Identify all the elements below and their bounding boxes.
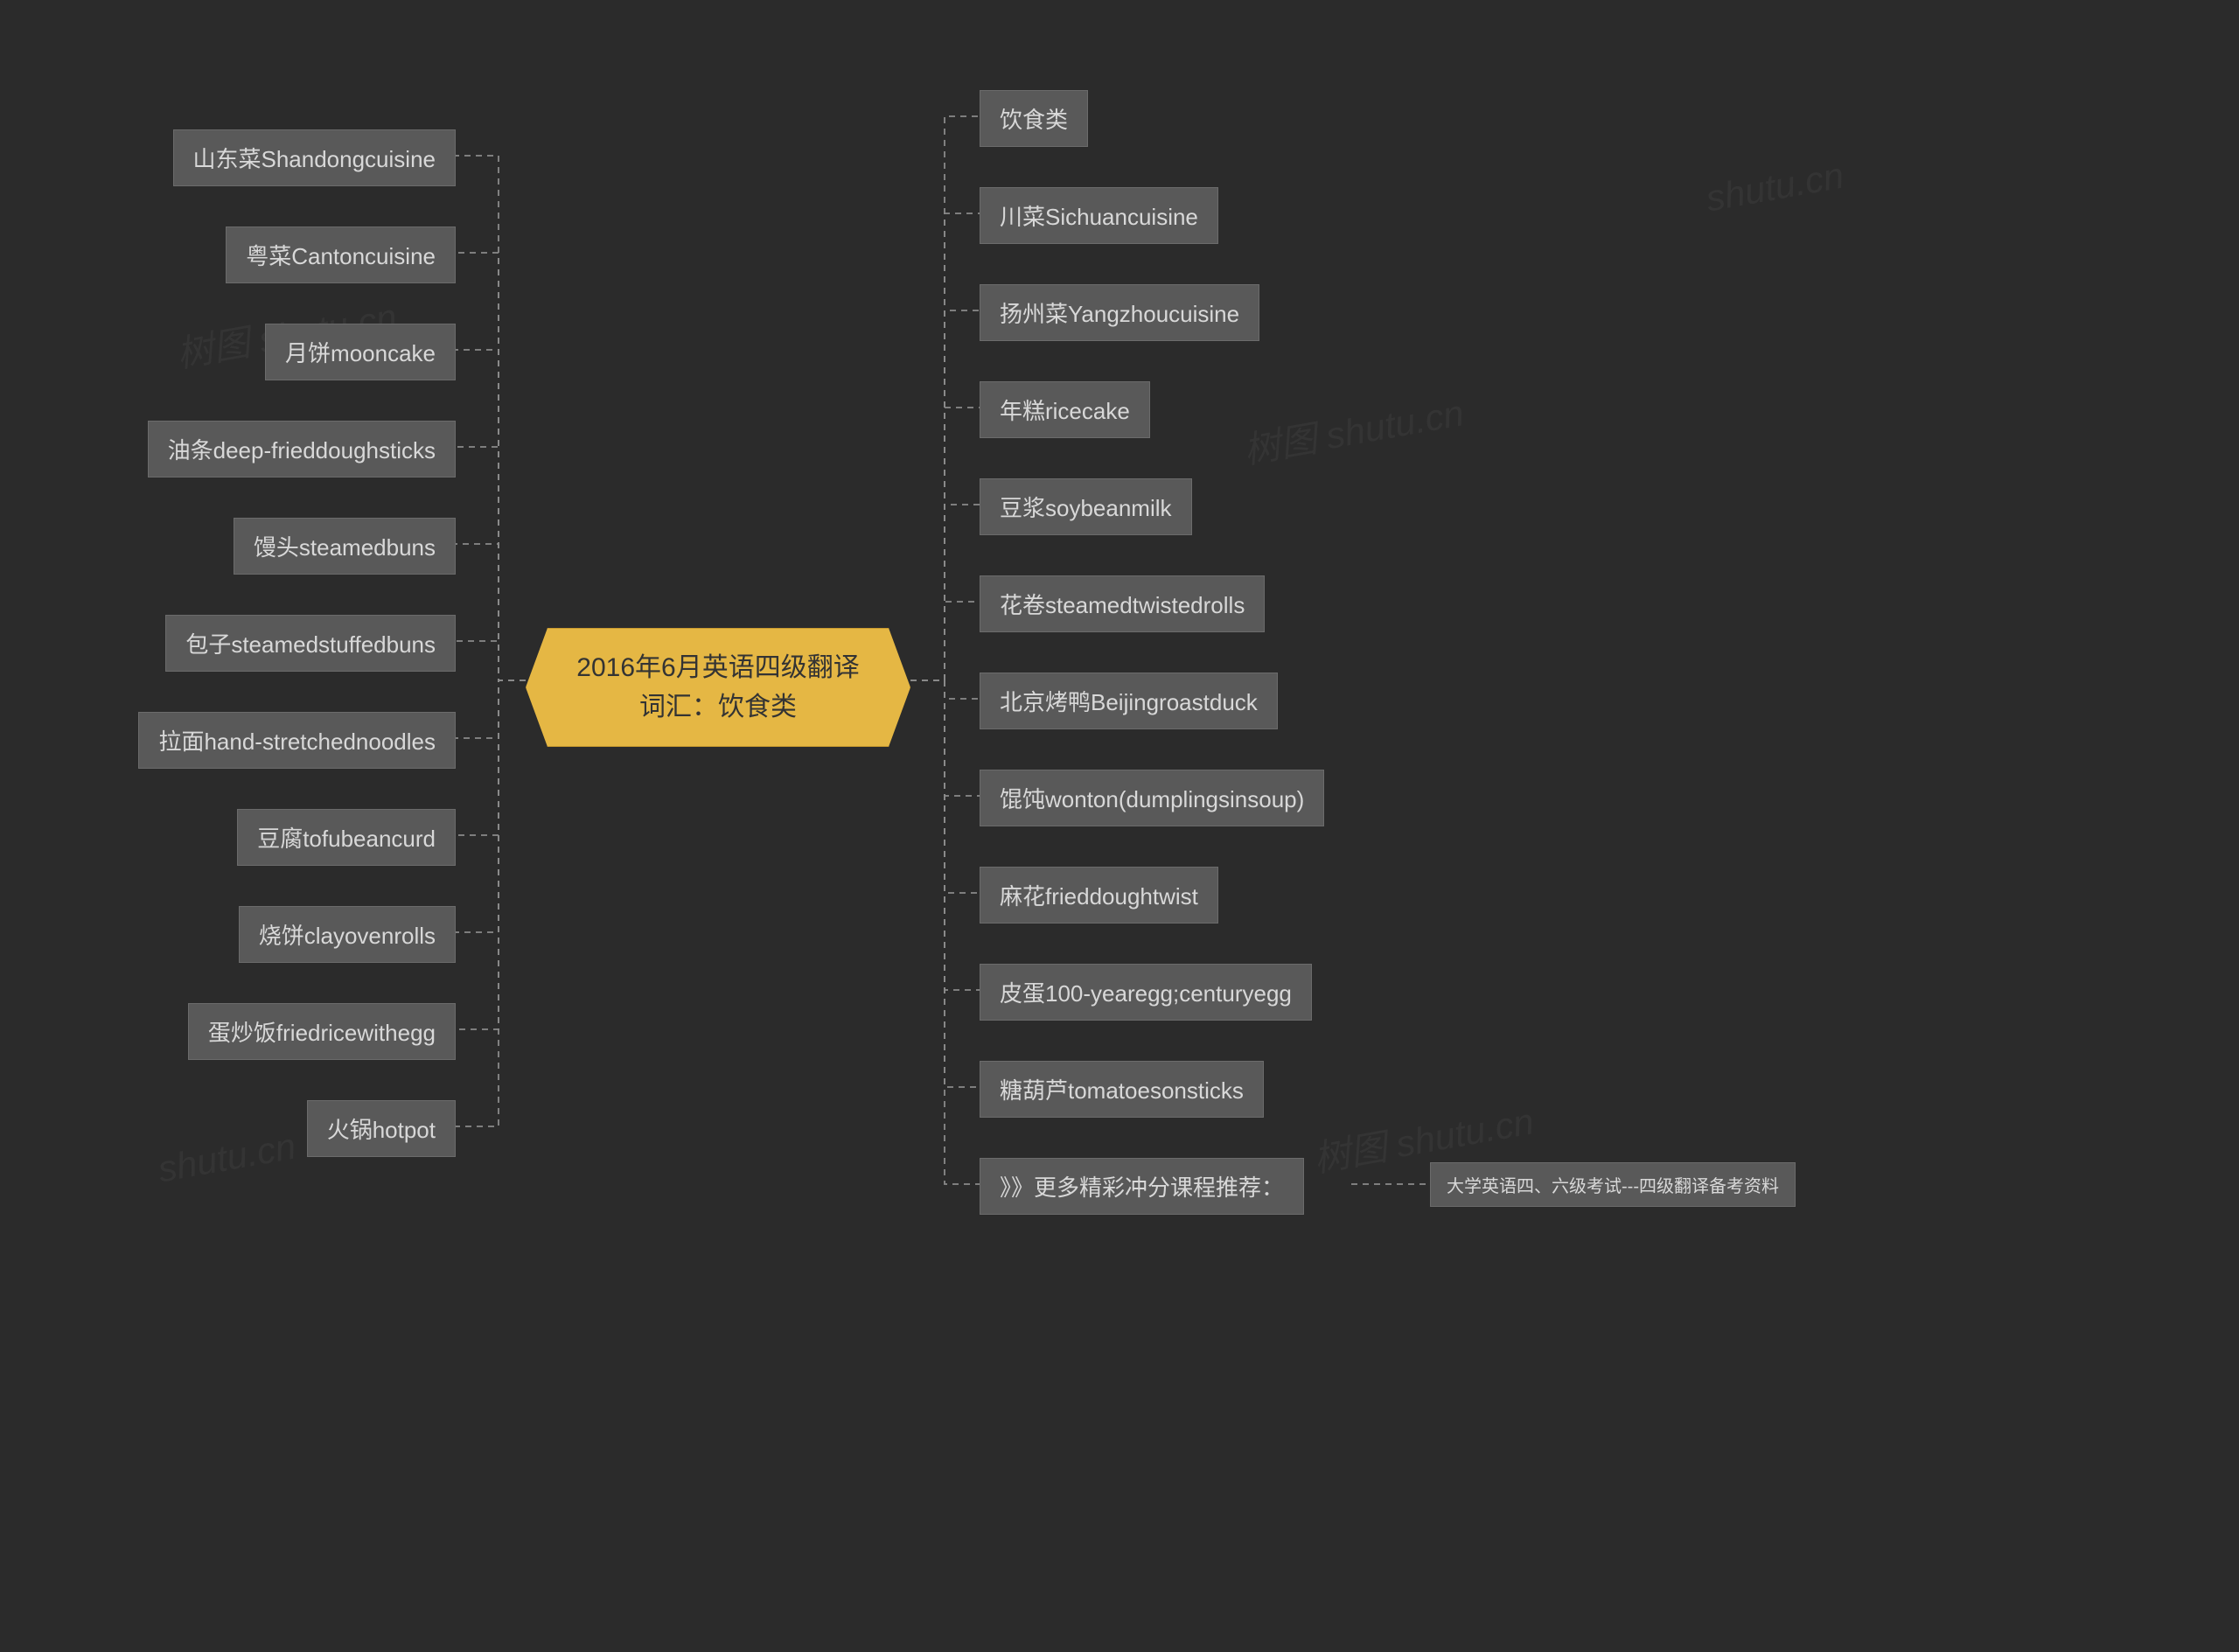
center-node: 2016年6月英语四级翻译 词汇：饮食类 [526, 628, 910, 747]
right-node: 糖葫芦tomatoesonsticks [980, 1061, 1264, 1118]
right-node: 馄饨wonton(dumplingsinsoup) [980, 770, 1324, 826]
left-node: 油条deep-frieddoughsticks [148, 421, 456, 477]
right-node: 花卷steamedtwistedrolls [980, 575, 1265, 632]
watermark: shutu.cn [155, 1126, 299, 1191]
left-node: 豆腐tofubeancurd [237, 809, 456, 866]
center-line2: 词汇：饮食类 [639, 693, 797, 721]
left-node: 包子steamedstuffedbuns [165, 615, 456, 672]
left-node: 烧饼clayovenrolls [239, 906, 456, 963]
right-node: 扬州菜Yangzhoucuisine [980, 284, 1259, 341]
left-node: 粤菜Cantoncuisine [226, 227, 456, 283]
center-line1: 2016年6月英语四级翻译 [576, 653, 859, 682]
right-node: 豆浆soybeanmilk [980, 478, 1192, 535]
watermark: 树图 shutu.cn [1239, 383, 1468, 474]
left-node: 蛋炒饭friedricewithegg [188, 1003, 456, 1060]
left-node: 月饼mooncake [265, 324, 456, 380]
sub-node: 大学英语四、六级考试---四级翻译备考资料 [1430, 1162, 1796, 1207]
right-node: 北京烤鸭Beijingroastduck [980, 673, 1278, 729]
right-node: 》》更多精彩冲分课程推荐： [980, 1158, 1304, 1215]
right-node: 川菜Sichuancuisine [980, 187, 1218, 244]
right-node: 饮食类 [980, 90, 1088, 147]
watermark: shutu.cn [1703, 155, 1847, 220]
left-node: 火锅hotpot [307, 1100, 456, 1157]
left-node: 馒头steamedbuns [234, 518, 456, 575]
right-node: 麻花frieddoughtwist [980, 867, 1218, 924]
right-node: 皮蛋100-yearegg;centuryegg [980, 964, 1312, 1021]
right-node: 年糕ricecake [980, 381, 1150, 438]
left-node: 拉面hand-stretchednoodles [138, 712, 456, 769]
left-node: 山东菜Shandongcuisine [173, 129, 457, 186]
